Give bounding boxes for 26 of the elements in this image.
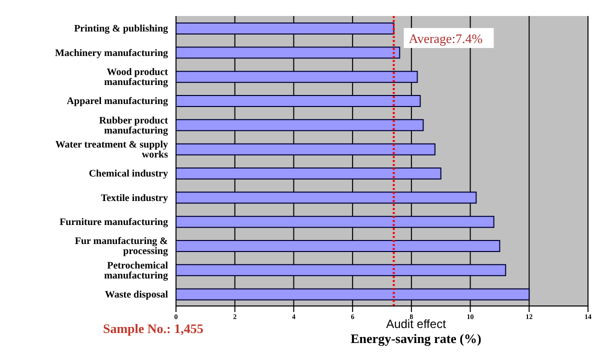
bar xyxy=(176,192,477,204)
bar xyxy=(176,240,500,252)
bar xyxy=(176,95,421,107)
bar xyxy=(176,143,436,156)
ref-line-label: Average:7.4% xyxy=(408,31,483,46)
y-tick-label: Printing & publishing xyxy=(74,24,168,35)
bar xyxy=(176,288,530,300)
bar xyxy=(176,46,400,59)
y-tick-label: Water treatment & supply works xyxy=(55,139,168,160)
bar xyxy=(176,168,442,180)
bar xyxy=(176,264,506,276)
y-tick-label: Fur manufacturing & processing xyxy=(74,236,168,258)
y-tick-label: Rubber product manufacturing xyxy=(99,115,169,136)
y-tick-label: Chemical industry xyxy=(88,168,168,180)
y-tick-label: Machinery manufacturing xyxy=(54,48,168,59)
text: Sample No.: 1,455 xyxy=(103,321,204,337)
y-tick-label: Petrochemical manufacturing xyxy=(104,260,168,282)
y-tick-label: Furniture manufacturing xyxy=(60,216,168,228)
y-tick-label: Apparel manufacturing xyxy=(66,96,168,108)
y-tick-label: Waste disposal xyxy=(104,289,168,300)
bar xyxy=(176,216,494,228)
y-tick-label: Wood product manufacturing xyxy=(104,66,169,88)
bar xyxy=(176,22,394,34)
y-tick-label: Textile industry xyxy=(100,192,168,204)
bar xyxy=(176,119,424,132)
bar xyxy=(176,70,418,83)
